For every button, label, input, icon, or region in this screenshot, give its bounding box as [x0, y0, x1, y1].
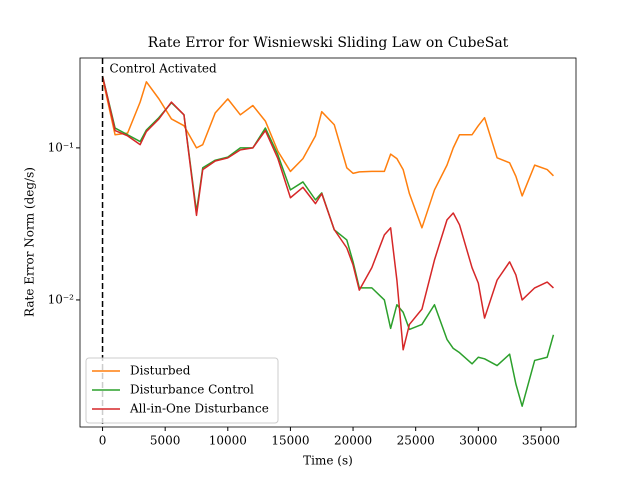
y-tick-label: 10⁻² — [48, 292, 75, 306]
x-axis-label: Time (s) — [303, 454, 353, 468]
x-tick-label: 10000 — [209, 434, 247, 448]
legend-label: Disturbed — [130, 364, 191, 378]
legend-box — [85, 357, 279, 424]
annotation: Control Activated — [110, 62, 217, 76]
y-tick-label: 10⁻¹ — [48, 140, 74, 154]
x-tick-label: 30000 — [459, 434, 497, 448]
x-tick-label: 25000 — [397, 434, 435, 448]
x-tick-label: 0 — [99, 434, 107, 448]
y-axis-label: Rate Error Norm (deg/s) — [23, 167, 37, 317]
legend-label: All-in-One Disturbance — [129, 402, 269, 416]
x-tick-label: 20000 — [334, 434, 372, 448]
x-tick-label: 5000 — [150, 434, 181, 448]
series-line — [101, 77, 554, 229]
axes-frame — [79, 57, 577, 428]
series-line — [101, 75, 554, 351]
chart-title: Rate Error for Wisniewski Sliding Law on… — [148, 35, 509, 51]
legend-label: Disturbance Control — [130, 383, 254, 397]
x-tick-label: 15000 — [271, 434, 309, 448]
x-tick-label: 35000 — [522, 434, 560, 448]
